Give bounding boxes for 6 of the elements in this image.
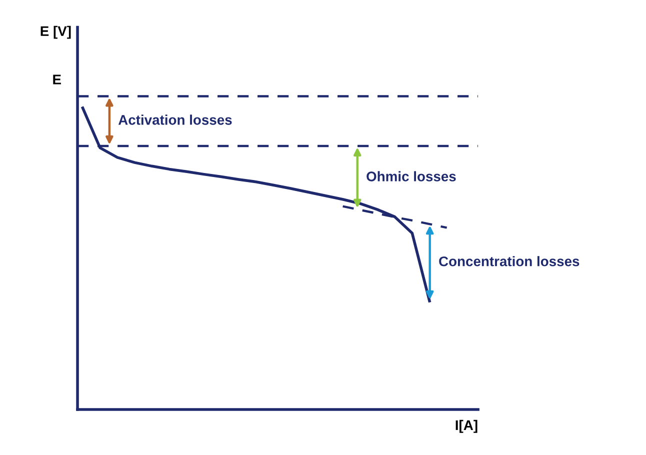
x-axis-title: I[A]	[456, 420, 478, 433]
annotation: Activation losses	[118, 114, 232, 125]
annotation: Ohmic losses	[366, 171, 456, 182]
text: E [V]	[40, 26, 71, 39]
ref-line-label: E	[53, 74, 61, 84]
annotation: Concentration losses	[439, 256, 580, 266]
